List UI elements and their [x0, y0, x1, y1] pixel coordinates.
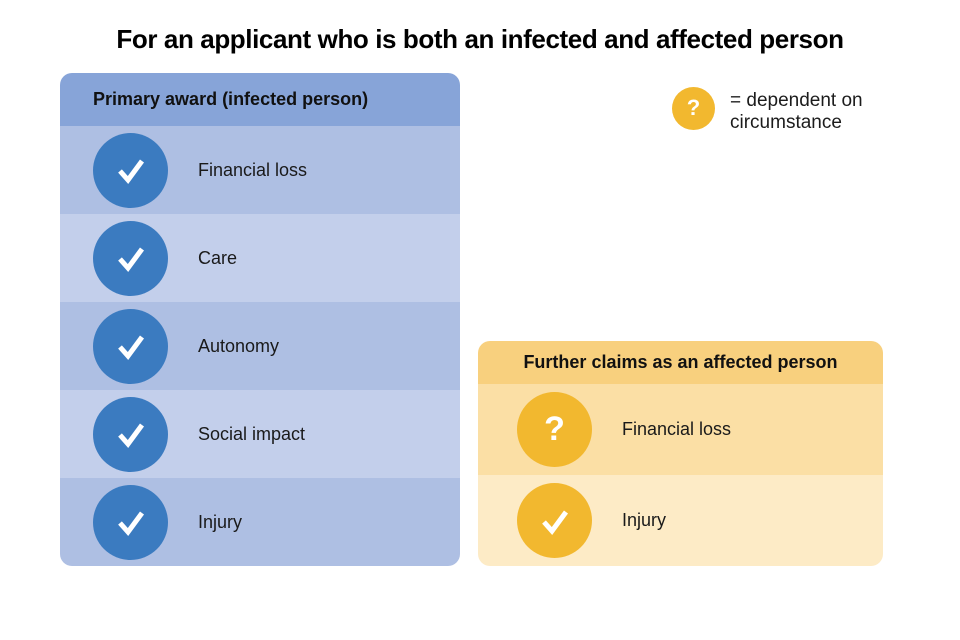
list-item-financial-loss-further: ? Financial loss	[478, 384, 883, 475]
further-claims-panel: Further claims as an affected person ? F…	[478, 341, 883, 566]
legend-line-2: circumstance	[730, 112, 842, 133]
question-glyph: ?	[686, 95, 701, 120]
page-title: For an applicant who is both an infected…	[116, 24, 844, 54]
check-icon	[93, 484, 168, 560]
legend: ? = dependent on circumstance	[672, 87, 863, 134]
check-icon	[93, 396, 168, 472]
list-item-care: Care	[60, 214, 460, 302]
check-icon	[93, 132, 168, 208]
row-label: Injury	[198, 511, 243, 532]
further-panel-header: Further claims as an affected person	[478, 341, 883, 384]
row-label: Financial loss	[622, 419, 732, 439]
primary-award-panel: Primary award (infected person) Financia…	[60, 73, 460, 566]
check-icon	[93, 220, 168, 296]
list-item-social-impact: Social impact	[60, 390, 460, 478]
row-label: Injury	[622, 510, 667, 530]
question-icon: ?	[672, 87, 715, 130]
list-item-autonomy: Autonomy	[60, 302, 460, 390]
check-icon	[93, 308, 168, 384]
row-label: Care	[198, 247, 238, 268]
legend-line-1: = dependent on	[730, 90, 863, 111]
list-item-financial-loss: Financial loss	[60, 126, 460, 214]
row-label: Social impact	[198, 423, 306, 444]
row-label: Autonomy	[198, 335, 280, 356]
question-icon: ?	[517, 392, 592, 467]
list-item-injury-further: Injury	[478, 475, 883, 566]
row-label: Financial loss	[198, 159, 308, 180]
check-icon	[517, 483, 592, 558]
list-item-injury: Injury	[60, 478, 460, 566]
question-glyph: ?	[544, 409, 565, 448]
legend-text: = dependent on circumstance	[730, 87, 863, 134]
primary-panel-header: Primary award (infected person)	[60, 73, 460, 126]
